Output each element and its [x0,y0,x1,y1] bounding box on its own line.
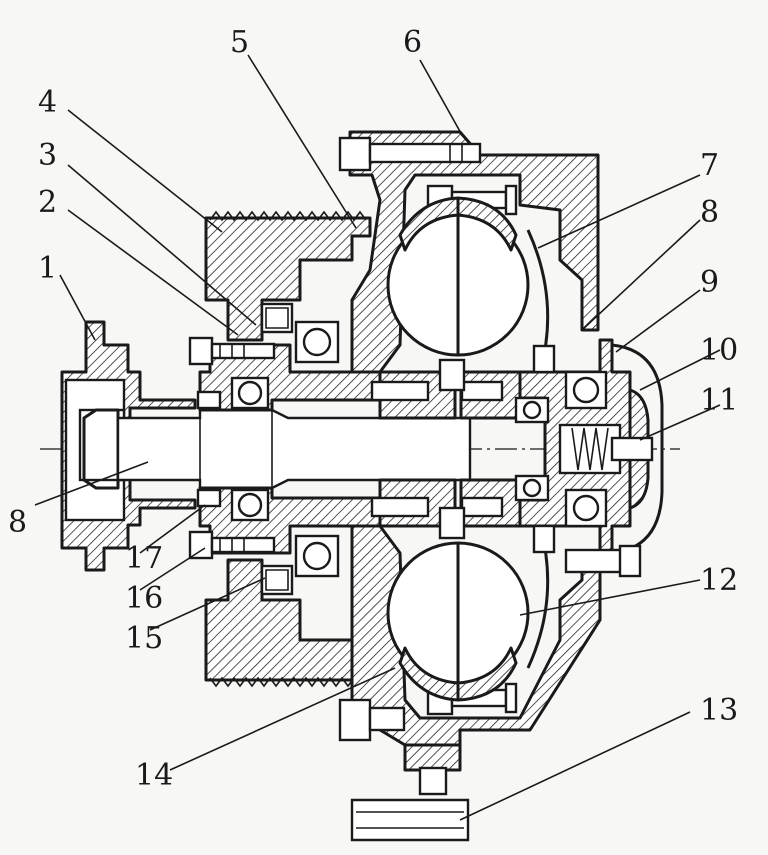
callout-2: 2 [38,185,57,220]
bolt-right-upper [532,344,556,374]
callout-13: 13 [700,693,738,728]
shaft-seal [196,390,222,508]
bearing-right-lower [564,488,608,528]
oil-seal-upper [260,302,294,334]
pump-turbine-torus-lower [386,541,530,702]
callout-9: 9 [700,265,719,300]
pulley-upper [204,210,372,342]
callout-3: 3 [38,138,57,173]
input-shaft [116,408,472,490]
bolt-left-upper [188,336,276,366]
housing-top-bolt [338,136,482,172]
housing-bottom-bolt [338,698,406,742]
leader-lines [34,54,721,821]
callout-14: 14 [135,758,173,793]
pump-turbine-torus-upper [386,196,530,357]
callout-8-left: 8 [8,505,27,540]
bearing-left-lower [230,488,270,522]
callout-8-right: 8 [700,195,719,230]
callout-4: 4 [38,85,57,120]
callout-5: 5 [230,25,249,60]
oil-seal-lower [260,564,294,596]
bearing-mid-upper [294,320,340,364]
callout-10: 10 [700,333,738,368]
callout-17: 17 [125,541,163,576]
bearing-mid-lower [294,534,340,578]
bearing-left-upper [230,376,270,410]
drain-plug [350,743,470,842]
wheel-hub [370,358,522,540]
callout-12: 12 [700,563,738,598]
bolt-left-lower [188,530,276,560]
bearing-inner-right [514,396,550,502]
callout-1: 1 [38,251,57,286]
bearing-right-upper [564,370,608,410]
callout-11: 11 [700,383,738,418]
callout-16: 16 [125,581,163,616]
callout-7: 7 [700,148,719,183]
spring-assembly [558,423,654,475]
callout-15: 15 [125,621,163,656]
bolt-right-lower [532,524,642,578]
callout-6: 6 [403,25,422,60]
